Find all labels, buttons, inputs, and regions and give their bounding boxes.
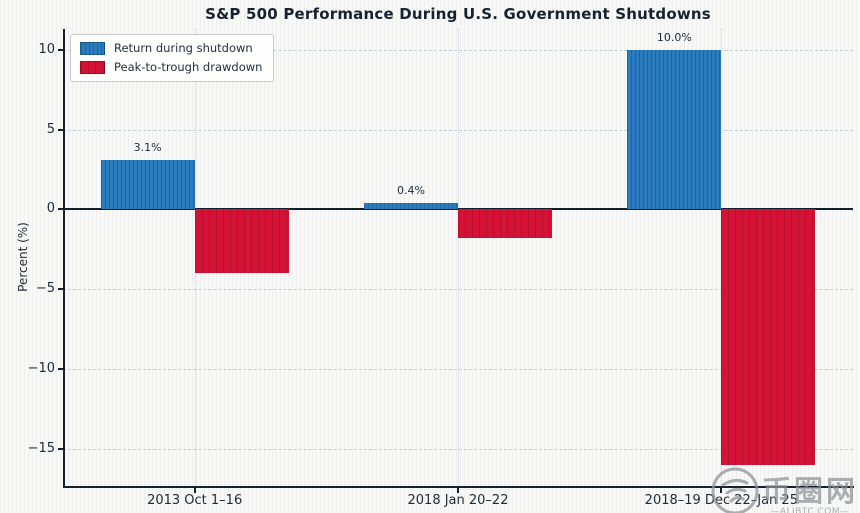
y-tick-10 — [58, 48, 63, 51]
x-axis-spine — [63, 486, 854, 488]
bar-value-label-0: 3.1% — [133, 140, 162, 154]
legend-label-drawdown: Peak-to-trough drawdown — [114, 60, 263, 74]
legend-item-return: Return during shutdown — [80, 41, 262, 55]
watermark-cn-text: 币圈网 — [761, 474, 858, 508]
plot-area: 3.1% 0.4% 10.0% — [63, 29, 853, 487]
bar-value-label-1: 0.4% — [397, 183, 425, 197]
x-tick-1 — [457, 488, 459, 493]
watermark-logo-icon — [711, 467, 759, 513]
y-tick--5 — [58, 288, 63, 291]
y-tick--10 — [58, 367, 63, 370]
legend-label-return: Return during shutdown — [114, 41, 253, 55]
y-tick-0 — [58, 208, 63, 211]
y-tick-label-10: 10 — [38, 41, 55, 57]
legend: Return during shutdown Peak-to-trough dr… — [70, 34, 275, 82]
x-tick-2 — [720, 488, 723, 493]
y-axis-spine — [63, 29, 65, 487]
legend-swatch-return — [80, 41, 105, 55]
watermark: 币圈网 —ALIBTC.COM— — [709, 463, 858, 513]
x-tick-0 — [193, 488, 196, 493]
bar-drawdown-2 — [721, 209, 816, 465]
x-tick-label-2: 2018–19 Dec 22–Jan 25 — [644, 493, 798, 508]
chart-title: S&P 500 Performance During U.S. Governme… — [205, 5, 711, 23]
y-tick-label--5: −5 — [35, 281, 55, 297]
x-tick-label-1: 2018 Jan 20–22 — [407, 493, 509, 508]
bar-drawdown-0 — [194, 209, 289, 274]
y-tick-label-0: 0 — [46, 201, 55, 217]
y-tick--15 — [58, 447, 63, 450]
bar-drawdown-1 — [458, 209, 552, 239]
bar-return-2 — [627, 49, 722, 210]
watermark-site-text: —ALIBTC.COM— — [770, 507, 850, 513]
bar-return-0 — [100, 159, 195, 210]
legend-swatch-drawdown — [80, 60, 105, 74]
bar-value-label-2: 10.0% — [656, 30, 692, 44]
bar-return-1 — [364, 202, 458, 210]
y-tick-label--10: −10 — [27, 360, 55, 376]
y-tick-5 — [58, 128, 63, 131]
legend-item-drawdown: Peak-to-trough drawdown — [80, 60, 262, 74]
gridline-x-1 — [458, 29, 459, 487]
x-tick-label-0: 2013 Oct 1–16 — [147, 493, 243, 508]
y-tick-label--15: −15 — [27, 440, 55, 456]
y-tick-label-5: 5 — [46, 121, 55, 137]
